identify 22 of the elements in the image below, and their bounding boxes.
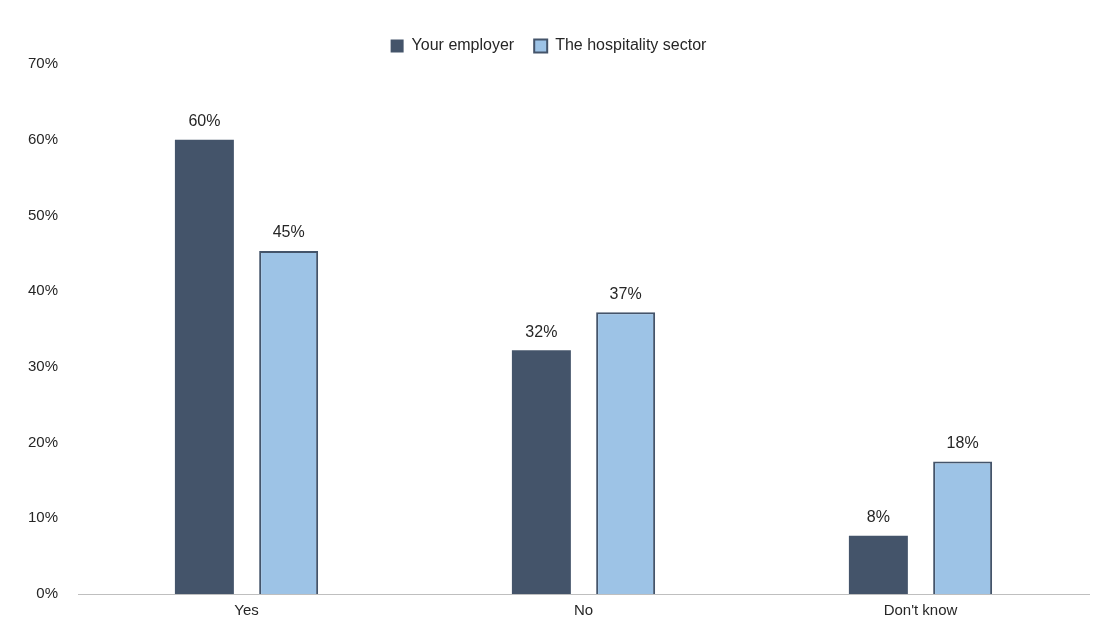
legend-label: Your employer bbox=[411, 36, 515, 54]
data-label: 45% bbox=[272, 223, 305, 241]
bar bbox=[511, 350, 571, 594]
x-tick-label: Yes bbox=[234, 601, 259, 619]
legend-label: The hospitality sector bbox=[555, 36, 708, 54]
y-tick-label: 10% bbox=[27, 508, 59, 526]
y-tick-label: 40% bbox=[27, 281, 59, 299]
data-label: 32% bbox=[525, 322, 558, 340]
x-tick-label: No bbox=[573, 601, 594, 619]
data-label: 18% bbox=[946, 433, 979, 451]
y-tick-label: 70% bbox=[27, 54, 59, 72]
data-label: 60% bbox=[188, 112, 221, 130]
bar bbox=[174, 139, 234, 594]
bar bbox=[848, 535, 908, 594]
y-tick-label: 30% bbox=[27, 357, 59, 374]
data-label: 8% bbox=[866, 508, 890, 526]
y-tick-label: 50% bbox=[27, 205, 59, 223]
y-tick-label: 20% bbox=[27, 432, 59, 450]
y-tick-label: 0% bbox=[36, 584, 59, 602]
data-label: 37% bbox=[609, 284, 642, 302]
y-tick-label: 60% bbox=[27, 129, 59, 147]
x-tick-label: Don't know bbox=[883, 601, 958, 619]
